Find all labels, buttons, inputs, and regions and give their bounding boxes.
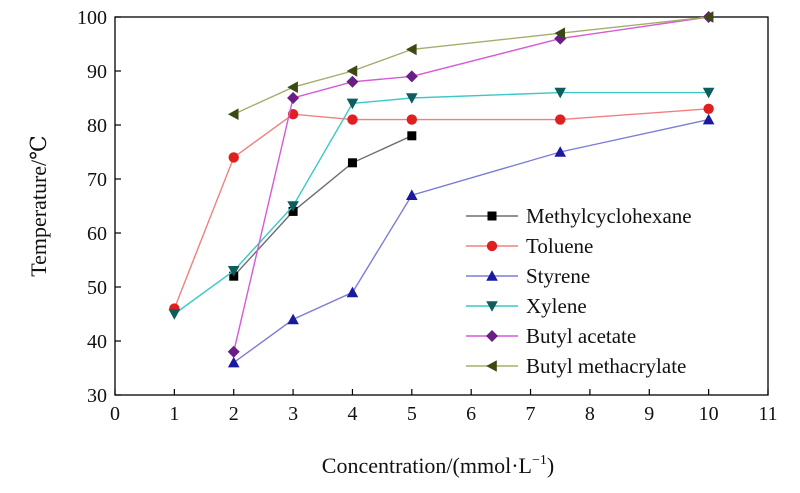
data-point-xylene xyxy=(227,266,240,277)
x-tick-label: 8 xyxy=(585,403,595,425)
x-tick-label: 10 xyxy=(699,403,719,425)
data-point-xylene xyxy=(554,87,567,99)
data-point-styrene xyxy=(406,189,418,200)
data-point-butyl-methacrylate xyxy=(554,27,566,39)
data-point-butyl-methacrylate xyxy=(406,43,417,56)
x-tick-label: 6 xyxy=(466,403,476,425)
data-point-toluene xyxy=(347,114,358,125)
series-line-butyl-acetate xyxy=(233,16,709,352)
series-xylene xyxy=(168,87,715,320)
legend-label: Butyl acetate xyxy=(526,324,636,348)
data-point-xylene xyxy=(287,201,299,212)
series-line-styrene xyxy=(233,118,709,364)
legend-marker-butyl-acetate xyxy=(486,330,498,342)
y-tick-label: 40 xyxy=(87,331,107,353)
legend-marker-butyl-methacrylate xyxy=(486,360,497,372)
data-point-butyl-acetate xyxy=(227,345,240,358)
y-tick-label: 70 xyxy=(87,169,107,191)
legend-marker-xylene xyxy=(486,301,498,312)
data-point-butyl-methacrylate xyxy=(346,65,358,77)
legend-marker-styrene xyxy=(486,270,498,281)
series-butyl-methacrylate xyxy=(227,11,714,120)
data-point-styrene xyxy=(702,113,715,125)
legend-item-xylene: Xylene xyxy=(466,294,587,318)
series-line-methylcyclohexane xyxy=(233,135,413,277)
x-tick-label: 2 xyxy=(229,403,239,425)
y-tick-label: 60 xyxy=(87,223,107,245)
x-axis: 0 1 2 3 4 5 6 7 8 9 10 11 xyxy=(110,389,778,425)
legend-item-styrene: Styrene xyxy=(466,264,590,288)
legend-item-butyl-acetate: Butyl acetate xyxy=(466,324,636,348)
x-tick-label: 11 xyxy=(758,403,777,425)
x-tick-label: 0 xyxy=(110,403,120,425)
y-axis-title: Temperature/℃ xyxy=(26,135,51,277)
data-point-toluene xyxy=(555,114,566,125)
x-tick-label: 3 xyxy=(288,403,298,425)
y-tick-label: 50 xyxy=(87,277,107,299)
series-butyl-acetate xyxy=(227,11,715,358)
data-point-butyl-methacrylate xyxy=(227,108,239,120)
plot-frame xyxy=(114,16,769,396)
legend-label: Butyl methacrylate xyxy=(526,354,686,378)
x-tick-label: 4 xyxy=(347,403,357,425)
data-point-xylene xyxy=(346,98,359,110)
legend: Methylcyclohexane Toluene Styrene Xylene But… xyxy=(466,204,692,378)
y-tick-label: 30 xyxy=(87,385,107,407)
data-point-butyl-methacrylate xyxy=(702,11,714,23)
series-layer xyxy=(168,11,715,368)
series-line-butyl-methacrylate xyxy=(233,16,709,115)
legend-marker-toluene xyxy=(486,240,498,252)
legend-label: Xylene xyxy=(526,294,587,318)
y-tick-label: 90 xyxy=(87,61,107,83)
data-point-xylene xyxy=(168,309,181,320)
x-tick-label: 1 xyxy=(169,403,179,425)
data-point-styrene xyxy=(346,286,359,298)
legend-item-butyl-methacrylate: Butyl methacrylate xyxy=(466,354,686,378)
series-styrene xyxy=(227,113,715,368)
data-point-xylene xyxy=(406,93,418,104)
x-tick-label: 9 xyxy=(644,403,654,425)
data-point-butyl-acetate xyxy=(405,70,418,83)
x-tick-label: 7 xyxy=(526,403,536,425)
y-axis: 30 40 50 60 70 80 90 100 xyxy=(77,7,121,407)
data-point-toluene xyxy=(703,103,714,115)
legend-item-toluene: Toluene xyxy=(466,234,593,258)
legend-label: Styrene xyxy=(526,264,590,288)
x-axis-title: Concentration/(mmol·L−1) xyxy=(322,453,554,478)
data-point-butyl-acetate xyxy=(287,92,300,104)
data-point-butyl-methacrylate xyxy=(287,81,298,93)
data-point-styrene xyxy=(554,146,567,157)
x-tick-label: 5 xyxy=(407,403,417,425)
data-point-styrene xyxy=(287,313,299,325)
legend-label: Methylcyclohexane xyxy=(526,204,692,228)
legend-label: Toluene xyxy=(526,234,593,258)
data-point-toluene xyxy=(406,114,418,125)
data-point-toluene xyxy=(228,152,239,163)
y-tick-label: 100 xyxy=(77,7,107,29)
legend-marker-methylcyclohexane xyxy=(487,211,497,221)
data-point-butyl-acetate xyxy=(346,75,359,88)
data-point-xylene xyxy=(702,87,715,99)
data-point-methylcyclohexane xyxy=(407,131,417,141)
data-point-styrene xyxy=(227,356,240,368)
legend-item-methylcyclohexane: Methylcyclohexane xyxy=(466,204,692,228)
y-tick-label: 80 xyxy=(87,115,107,137)
data-point-methylcyclohexane xyxy=(347,158,357,168)
